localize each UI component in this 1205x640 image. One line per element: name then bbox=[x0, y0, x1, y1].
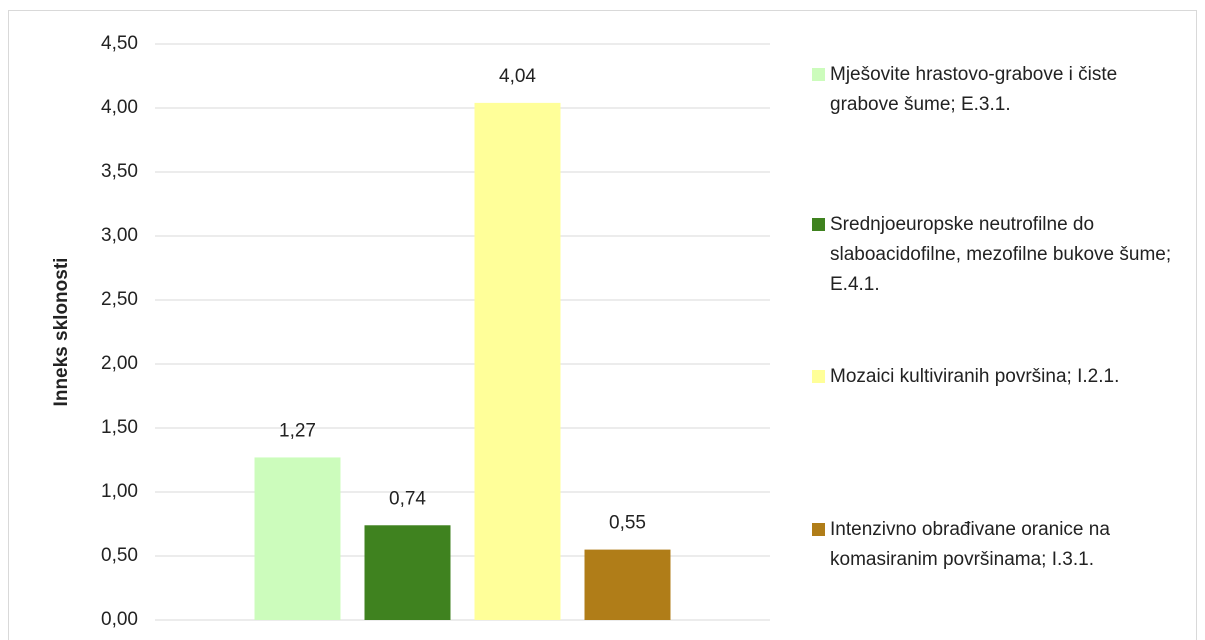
legend-label: Mješovite hrastovo-grabove i čiste grabov… bbox=[830, 64, 1117, 115]
data-label: 0,74 bbox=[389, 488, 426, 509]
data-label: 4,04 bbox=[499, 66, 536, 87]
y-tick-label: 1,50 bbox=[101, 417, 138, 438]
bar bbox=[254, 457, 341, 620]
legend-swatch bbox=[812, 68, 825, 81]
y-tick-label: 3,50 bbox=[101, 161, 138, 182]
legend-swatch bbox=[812, 218, 825, 231]
bar bbox=[474, 102, 561, 620]
y-tick-label: 4,00 bbox=[101, 97, 138, 118]
bar bbox=[364, 525, 451, 620]
chart-border bbox=[8, 10, 1197, 640]
y-tick-label: 2,50 bbox=[101, 289, 138, 310]
y-tick-label: 2,00 bbox=[101, 353, 138, 374]
y-tick-label: 4,50 bbox=[101, 33, 138, 54]
legend-swatch bbox=[812, 370, 825, 383]
data-label: 0,55 bbox=[609, 513, 646, 534]
data-label: 1,27 bbox=[279, 420, 316, 441]
y-tick-label: 0,50 bbox=[101, 545, 138, 566]
y-tick-label: 1,00 bbox=[101, 481, 138, 502]
legend-label: Srednjoeuropske neutrofilne do slaboacido… bbox=[830, 214, 1171, 295]
y-axis-title: Inneks sklonosti bbox=[51, 258, 72, 407]
legend-swatch bbox=[812, 523, 825, 536]
y-tick-label: 3,00 bbox=[101, 225, 138, 246]
bar bbox=[584, 549, 671, 620]
legend-label: Intenzivno obrađivane oranice na komasira… bbox=[830, 519, 1110, 570]
legend-label: Mozaici kultiviranih površina; I.2.1. bbox=[830, 366, 1119, 387]
y-tick-label: 0,00 bbox=[101, 609, 138, 630]
